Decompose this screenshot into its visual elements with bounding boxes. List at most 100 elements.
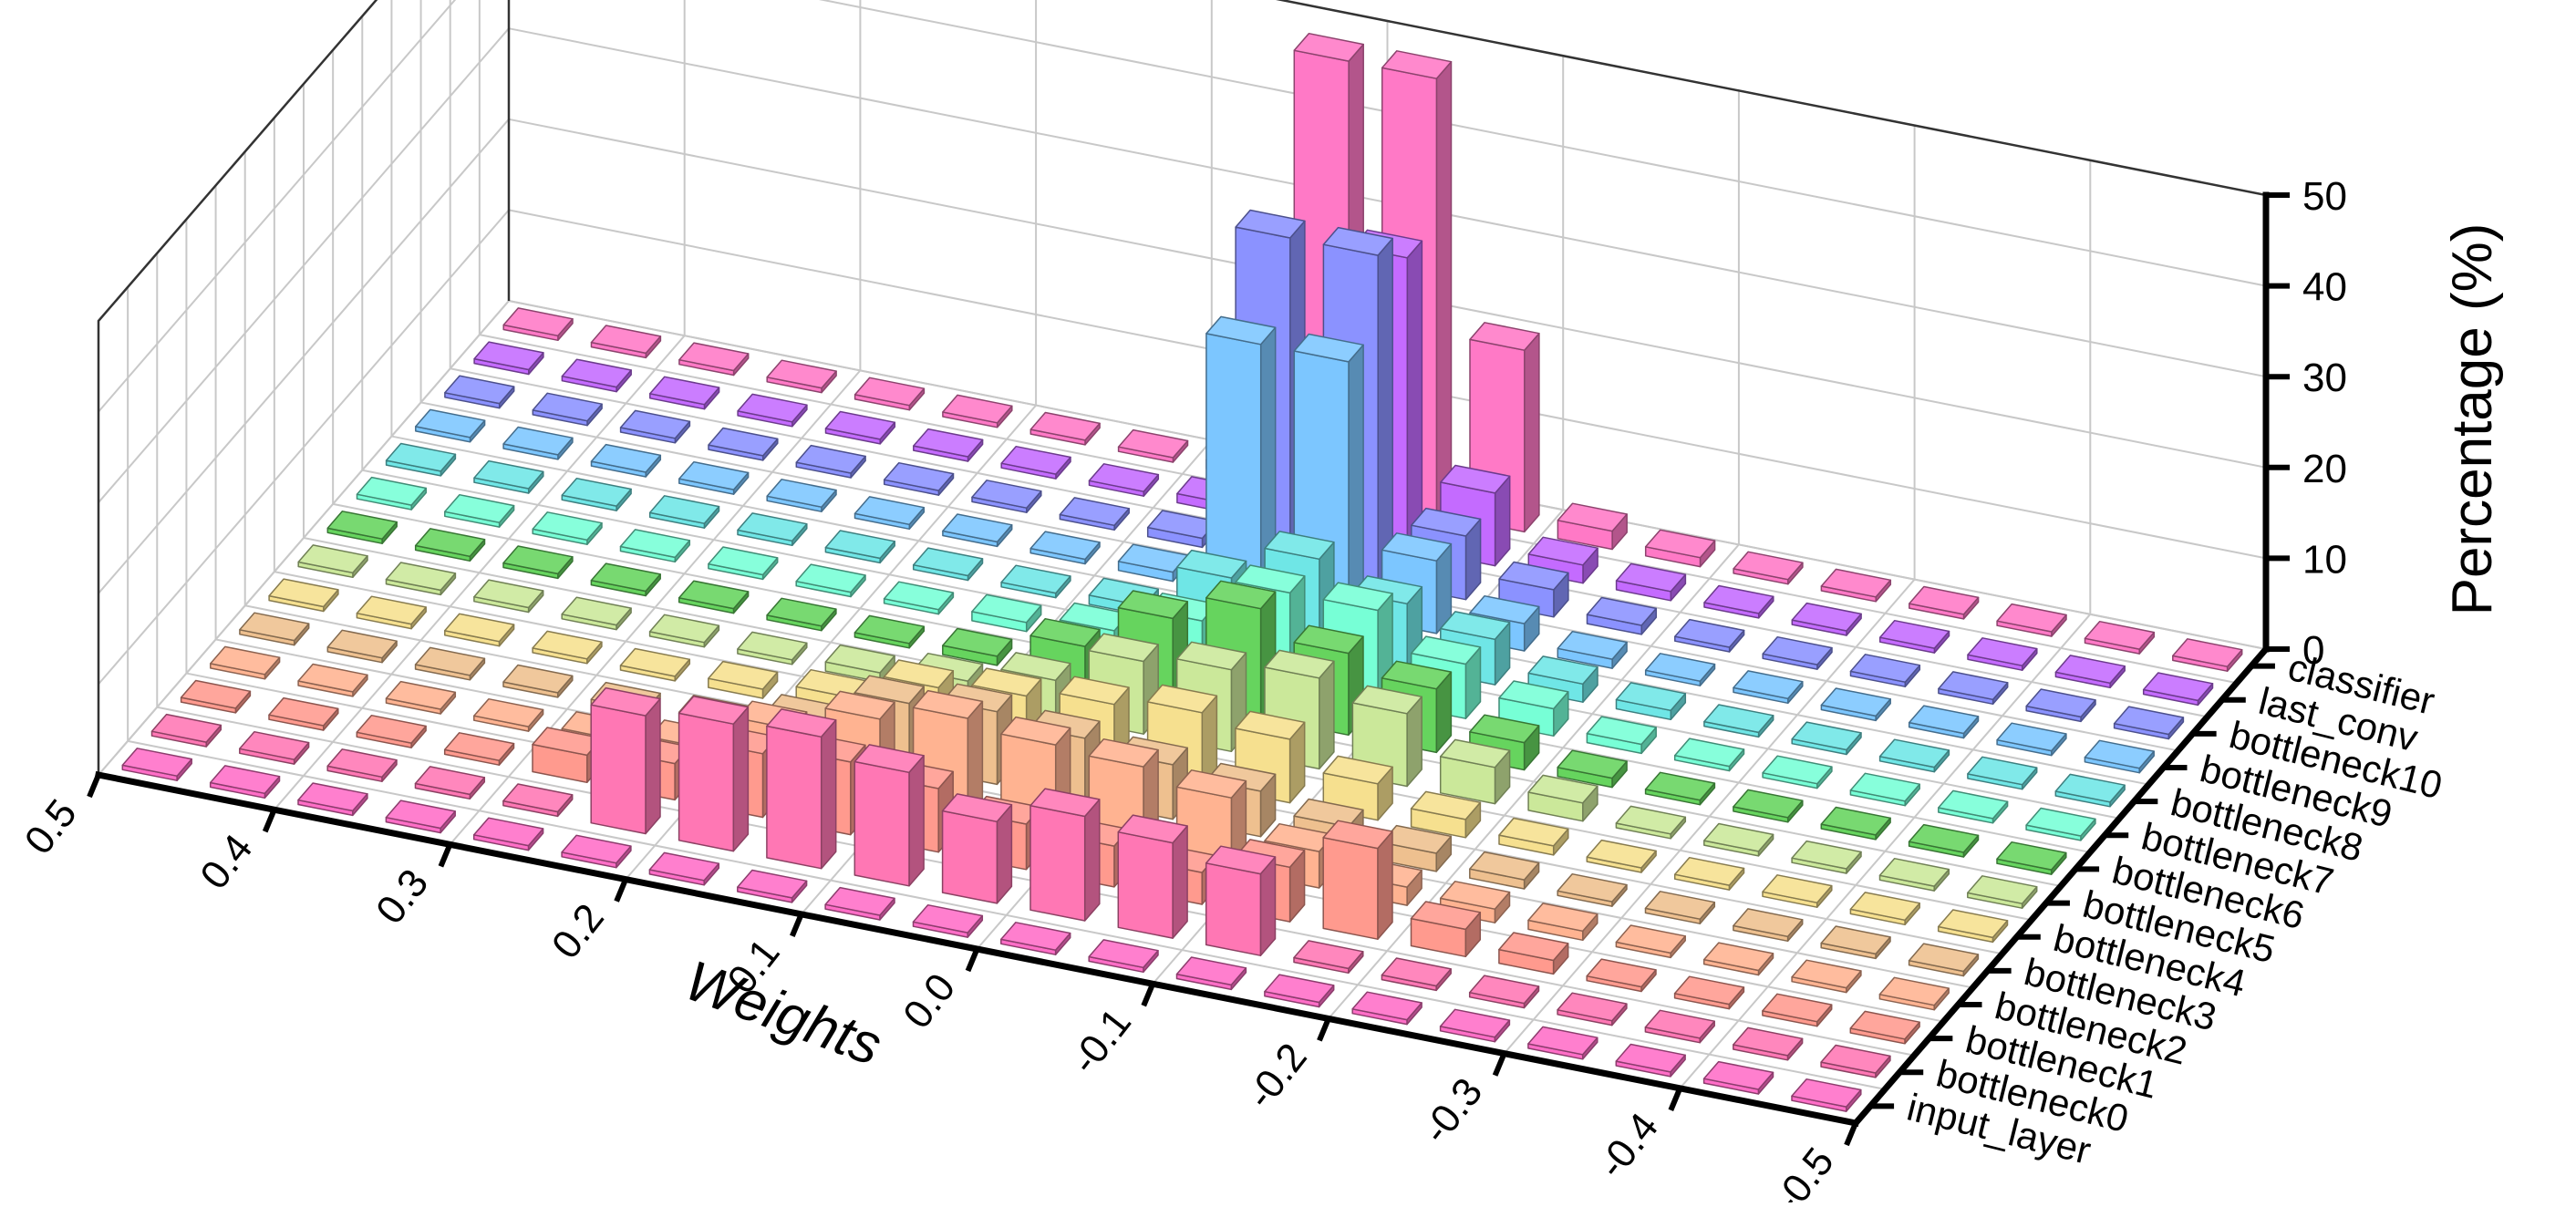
bar-top-face <box>1351 685 1422 715</box>
bar-top-face <box>678 580 750 610</box>
bar-front-face <box>1029 804 1086 922</box>
bar-top-face <box>766 597 837 627</box>
weight-tick <box>1668 1087 1683 1111</box>
bar-bottleneck9-bin-2 <box>590 443 662 478</box>
bar-top-face <box>1469 322 1540 351</box>
bar-bottleneck1-bin-15 <box>1498 932 1569 975</box>
bar-top-face <box>942 627 1013 657</box>
weight-tick-label: -0.1 <box>1062 1000 1140 1082</box>
bar-top-face <box>648 851 720 882</box>
bar-top-face <box>1235 710 1306 740</box>
bar-bottleneck8-bin-5 <box>824 530 895 564</box>
bar-top-face <box>1673 975 1745 1006</box>
bar-bottleneck9-bin-3 <box>678 460 750 495</box>
bar-input_layer-bin-9 <box>912 903 984 938</box>
bar-top-face <box>1293 32 1364 62</box>
bar-top-face <box>1849 892 1920 922</box>
bar-bottleneck10-bin-1 <box>532 392 603 427</box>
bar-top-face <box>1849 1010 1920 1040</box>
bar-input_layer-bin-19 <box>1791 1078 1862 1112</box>
bar-bottleneck10-bin-14 <box>1674 618 1745 653</box>
bar-top-face <box>268 696 339 727</box>
bar-top-face <box>1000 716 1071 746</box>
bar-top-face <box>1527 774 1598 804</box>
bar-classifier-bin-4 <box>853 377 926 411</box>
bar-top-face <box>1967 637 2038 666</box>
bar-bottleneck4-bin-1 <box>356 595 427 630</box>
bar-top-face <box>1937 909 2009 939</box>
bar-top-face <box>473 459 544 490</box>
bar-bottleneck2-bin-3 <box>473 697 544 732</box>
bar-top-face <box>268 578 339 608</box>
bar-bottleneck5-bin-4 <box>648 614 720 648</box>
bar-bottleneck8-bin-6 <box>912 547 984 582</box>
bar-bottleneck1-bin-3 <box>443 732 515 766</box>
bar-side-face <box>1172 825 1188 939</box>
bar-classifier-bin-12 <box>1557 502 1628 551</box>
bar-input_layer-bin-7 <box>737 869 808 903</box>
bar-top-face <box>1557 630 1628 660</box>
bar-bottleneck2-bin-16 <box>1615 924 1686 959</box>
bar-top-face <box>1733 908 1804 938</box>
bar-top-face <box>1586 958 1657 988</box>
bar-bottleneck4-bin-19 <box>1937 909 2009 944</box>
bar-top-face <box>473 579 544 609</box>
bar-top-face <box>414 646 486 676</box>
bar-top-face <box>590 443 662 473</box>
bar-top-face <box>1469 714 1540 744</box>
bar-bottleneck5-bin-1 <box>385 562 457 596</box>
bar-top-face <box>1410 901 1482 931</box>
bar-bottleneck6-bin-5 <box>766 597 837 632</box>
bar-input_layer-bin-1 <box>209 765 281 800</box>
bar-input_layer-bin-11 <box>1088 939 1159 974</box>
bar-top-face <box>472 817 544 847</box>
bar-top-face <box>1878 857 1950 887</box>
bar-top-face <box>385 800 456 830</box>
bar-top-face <box>648 614 720 644</box>
bar-top-face <box>1615 1043 1686 1073</box>
bar-top-face <box>1059 676 1130 706</box>
bar-bottleneck7-bin-5 <box>795 563 866 598</box>
bar-bottleneck9-bin-7 <box>1029 531 1101 565</box>
bar-top-face <box>1996 603 2067 633</box>
bar-bottleneck6-bin-16 <box>1733 789 1804 823</box>
bar-top-face <box>1908 823 1980 853</box>
bar-top-face <box>443 732 515 761</box>
bar-top-face <box>1411 507 1482 537</box>
bar-front-face <box>590 704 647 835</box>
bar-top-face <box>590 325 662 355</box>
bar-top-face <box>883 659 955 689</box>
bar-top-face <box>1557 872 1628 903</box>
bar-bottleneck1-bin-16 <box>1586 958 1657 993</box>
bar-top-face <box>678 696 750 725</box>
bar-bottleneck0-bin-19 <box>1820 1044 1891 1078</box>
bar-top-face <box>1557 749 1628 779</box>
bar-top-face <box>356 476 428 506</box>
bar-top-face <box>239 612 310 642</box>
bar-top-face <box>1322 755 1393 785</box>
bar-bottleneck2-bin-15 <box>1527 903 1598 942</box>
bar-top-face <box>1498 817 1569 847</box>
bar-top-face <box>942 513 1013 543</box>
bar-top-face <box>1644 891 1716 920</box>
bar-top-face <box>1733 789 1804 819</box>
percentage-tick-label: 20 <box>2302 447 2347 491</box>
bar-top-face <box>1820 925 1891 955</box>
bar-top-face <box>737 393 808 423</box>
bar-top-face <box>912 547 984 577</box>
bar-bottleneck0-bin-18 <box>1733 1026 1804 1061</box>
bar-top-face <box>502 307 574 337</box>
bar-input_layer-bin-13 <box>1264 974 1335 1008</box>
bar-bottleneck6-bin-19 <box>1996 841 2067 875</box>
bar-bottleneck8-bin-18 <box>1967 756 2038 790</box>
bar-classifier-bin-17 <box>1996 603 2067 637</box>
bar-top-face <box>590 562 661 593</box>
bar-bottleneck9-bin-1 <box>502 426 574 460</box>
bar-input_layer-bin-10 <box>1000 922 1071 955</box>
bar-top-face <box>1820 568 1892 598</box>
bar-top-face <box>1733 551 1804 581</box>
bar-bottleneck8-bin-2 <box>561 477 632 511</box>
bar-top-face <box>502 545 574 575</box>
bar-top-face <box>2113 706 2185 736</box>
bar-top-face <box>1146 684 1218 714</box>
